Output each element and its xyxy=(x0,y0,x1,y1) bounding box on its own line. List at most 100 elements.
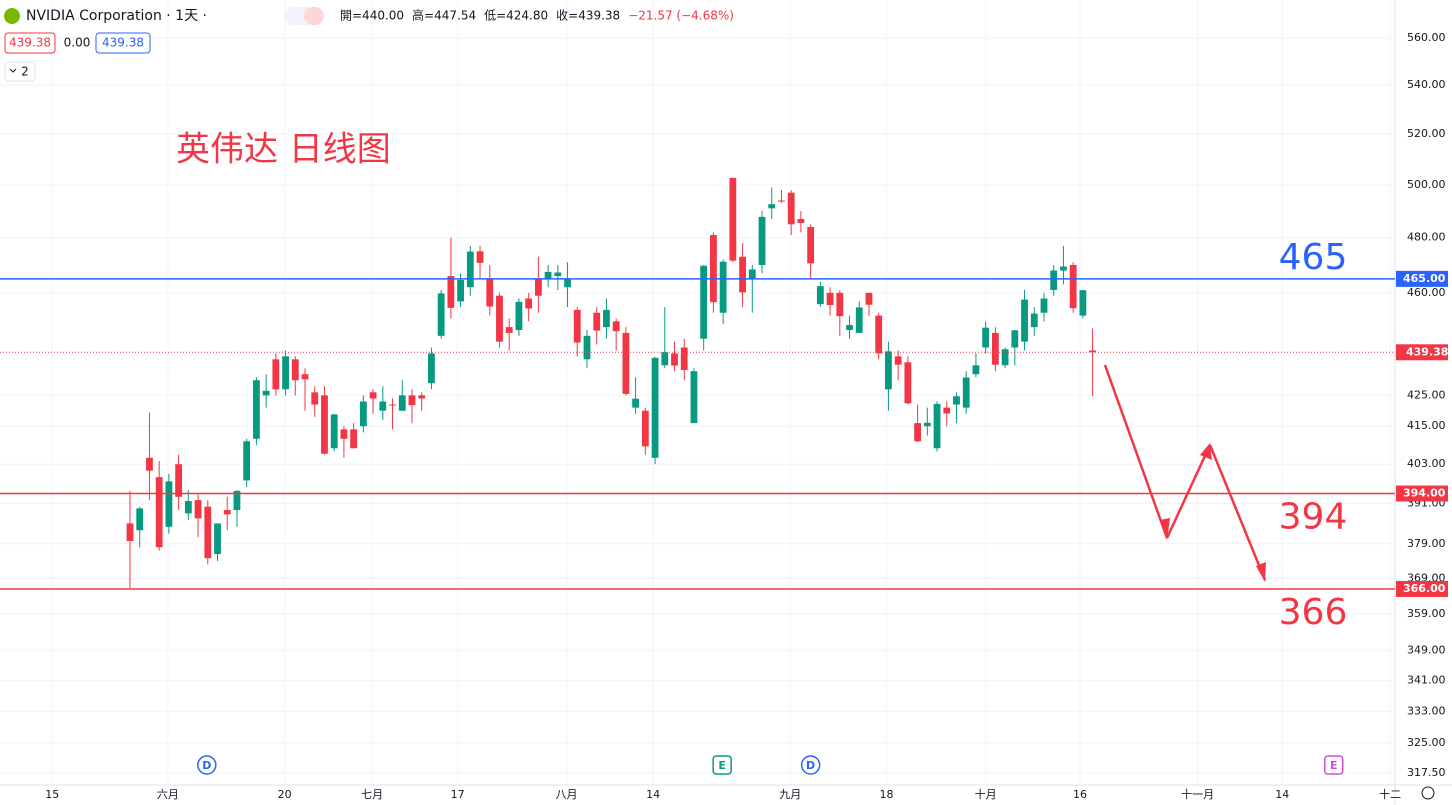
chart-title: 英伟达 日线图 xyxy=(176,130,391,170)
candle-body xyxy=(933,403,941,449)
candle-body xyxy=(748,269,756,279)
candle-body xyxy=(758,216,766,266)
candle xyxy=(340,426,348,458)
candle xyxy=(301,368,309,411)
y-tick-label: 379.00 xyxy=(1407,537,1446,550)
ask: 439.38 xyxy=(102,36,144,50)
event-icon xyxy=(712,755,732,775)
candle-body xyxy=(1089,350,1097,353)
candle xyxy=(816,281,824,308)
candle-body xyxy=(846,325,853,331)
candle xyxy=(729,177,737,263)
candle-body xyxy=(525,298,533,309)
candle-body xyxy=(418,395,426,399)
x-tick-label: 十月 xyxy=(975,787,997,801)
candle xyxy=(146,412,153,501)
candle-body xyxy=(340,429,348,439)
candle-body xyxy=(1079,290,1087,316)
candle-body xyxy=(573,309,581,343)
grid xyxy=(0,0,1395,785)
layout-toggle[interactable] xyxy=(4,61,36,82)
toggle[interactable] xyxy=(304,7,324,25)
candle xyxy=(1050,265,1058,296)
y-tick-label: 341.00 xyxy=(1407,674,1446,687)
candle xyxy=(1079,290,1087,319)
candle-body xyxy=(797,218,805,223)
candle-body xyxy=(437,293,445,336)
candle-body xyxy=(855,307,863,333)
y-tick-label: 359.00 xyxy=(1407,607,1446,620)
candle xyxy=(379,386,387,420)
candle xyxy=(836,290,844,336)
candle xyxy=(534,256,542,313)
y-tick-label: 403.00 xyxy=(1407,457,1446,470)
x-tick-label: 14 xyxy=(646,788,660,801)
candle-body xyxy=(641,410,649,447)
candle xyxy=(1001,347,1009,369)
candle-body xyxy=(583,335,591,360)
ask-box[interactable] xyxy=(95,32,151,54)
candle xyxy=(252,377,260,446)
candle-body xyxy=(671,353,678,366)
axis-label-box xyxy=(1396,344,1448,361)
candle xyxy=(194,493,202,537)
candle-body xyxy=(768,204,776,209)
candle xyxy=(953,392,960,424)
candle xyxy=(1089,328,1097,396)
candle-body xyxy=(496,295,503,342)
y-tick-label: 460.00 xyxy=(1407,286,1446,299)
candle xyxy=(982,321,990,354)
candle xyxy=(991,327,999,372)
level-annotation: 394 xyxy=(1279,496,1348,537)
candle-body xyxy=(272,359,280,390)
candle xyxy=(972,353,980,378)
ohlc-value: 高=447.54 xyxy=(412,8,476,23)
y-tick-label: 333.00 xyxy=(1407,704,1446,717)
candle xyxy=(214,523,221,561)
x-tick-label: 15 xyxy=(45,788,59,801)
candle-body xyxy=(564,278,571,288)
x-tick-label: 14 xyxy=(1275,788,1289,801)
candle xyxy=(165,473,173,534)
candle-body xyxy=(301,374,309,380)
candle-body xyxy=(1021,299,1028,342)
bid-box[interactable] xyxy=(4,32,56,54)
candle xyxy=(923,407,931,436)
candle-body xyxy=(155,477,163,548)
candle xyxy=(787,190,795,236)
candle-body xyxy=(962,377,970,408)
event-icon xyxy=(197,755,217,775)
axis-label: 394.00 xyxy=(1403,486,1446,499)
candle xyxy=(1040,292,1048,322)
x-tick-label: 十一月 xyxy=(1181,787,1214,801)
axis-label-box xyxy=(1396,485,1448,502)
candle-body xyxy=(972,365,980,375)
candle xyxy=(1030,307,1038,336)
candle xyxy=(904,356,912,405)
candle-body xyxy=(1040,298,1048,313)
candle xyxy=(350,423,358,449)
candle-body xyxy=(447,276,455,308)
settings-icon[interactable] xyxy=(1421,786,1435,800)
candle xyxy=(778,190,785,204)
candle xyxy=(389,398,396,430)
axis-label-box xyxy=(1396,270,1448,287)
candle xyxy=(476,245,484,279)
candle xyxy=(846,315,853,339)
candle xyxy=(612,318,620,351)
candle-body xyxy=(330,414,338,449)
candle xyxy=(359,395,367,433)
y-tick-label: 425.00 xyxy=(1407,388,1446,401)
candle-body xyxy=(204,506,212,559)
candle-body xyxy=(1050,270,1058,291)
event-label: D xyxy=(806,759,815,772)
candle xyxy=(573,307,581,357)
candle-body xyxy=(923,422,931,427)
candle xyxy=(437,290,445,339)
candle xyxy=(330,413,338,452)
candle xyxy=(243,438,251,487)
level-annotation: 366 xyxy=(1279,592,1348,633)
candle xyxy=(223,496,231,531)
